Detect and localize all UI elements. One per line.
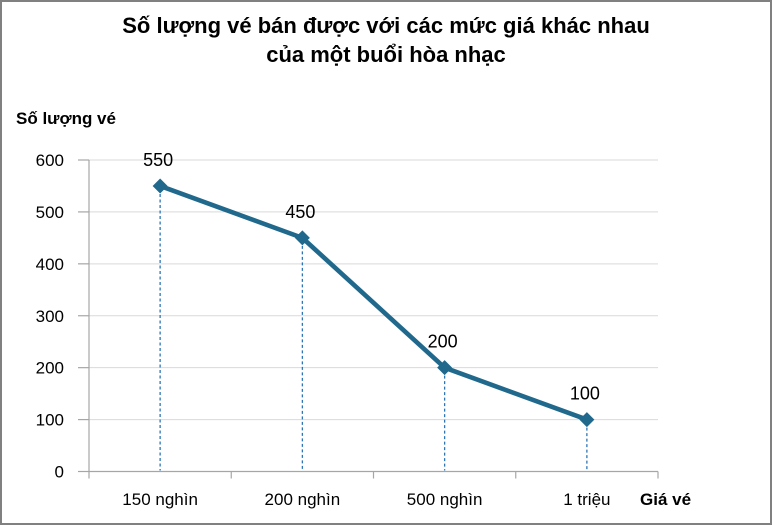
y-tick-label: 500 — [36, 203, 64, 222]
y-tick-label: 100 — [36, 411, 64, 430]
axes — [78, 159, 659, 479]
data-label: 100 — [570, 384, 600, 404]
series-line — [157, 183, 590, 422]
x-tick-label: 1 triệu — [563, 490, 610, 509]
gridlines — [89, 159, 658, 421]
chart-title: Số lượng vé bán được với các mức giá khá… — [2, 11, 770, 69]
y-tick-label: 300 — [36, 307, 64, 326]
y-tick-label: 600 — [36, 151, 64, 170]
x-tick-label: 150 nghìn — [122, 490, 198, 509]
drop-lines — [159, 193, 588, 471]
x-tick-label: 200 nghìn — [265, 490, 341, 509]
data-point-marker — [579, 412, 595, 428]
data-labels: 550 450 200 100 — [143, 150, 600, 404]
data-point-marker — [437, 360, 453, 376]
data-label: 550 — [143, 150, 173, 170]
y-tick-label: 200 — [36, 359, 64, 378]
data-label: 450 — [285, 202, 315, 222]
y-tick-labels: 0 100 200 300 400 500 600 — [36, 151, 64, 482]
data-label: 200 — [428, 332, 458, 352]
x-tick-labels: 150 nghìn 200 nghìn 500 nghìn 1 triệu — [122, 490, 610, 509]
chart-title-line-2: của một buổi hòa nhạc — [266, 42, 506, 68]
chart-title-line-1: Số lượng vé bán được với các mức giá khá… — [122, 13, 650, 38]
x-tick-label: 500 nghìn — [407, 490, 483, 509]
data-point-marker — [294, 230, 310, 246]
y-tick-label: 0 — [55, 463, 64, 482]
data-point-marker — [152, 178, 168, 194]
y-axis-title: Số lượng vé — [16, 109, 116, 128]
line-series — [152, 178, 595, 428]
x-axis-title: Giá vé — [640, 490, 691, 509]
y-tick-label: 400 — [36, 255, 64, 274]
